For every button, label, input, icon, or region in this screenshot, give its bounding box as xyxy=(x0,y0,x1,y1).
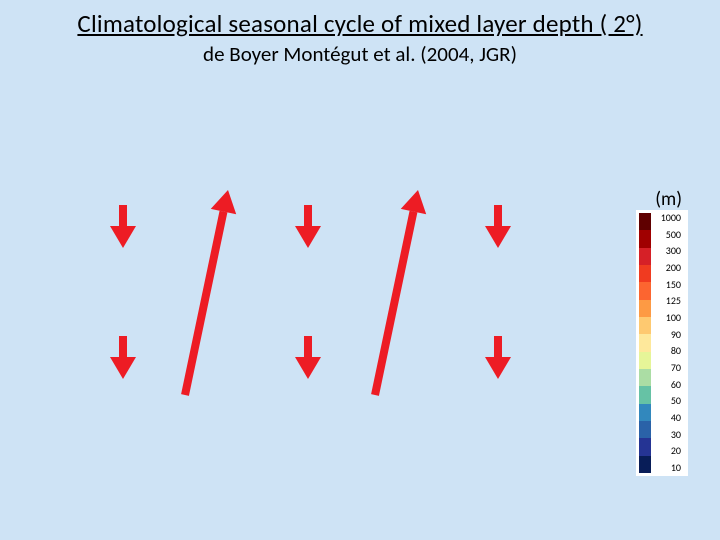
colorbar xyxy=(639,213,651,473)
arrow-diagram xyxy=(0,0,720,540)
colorbar-legend: 1000500300200150125100908070605040302010 xyxy=(636,210,688,476)
colorbar-ticks: 1000500300200150125100908070605040302010 xyxy=(651,213,681,473)
legend-unit: (m) xyxy=(655,188,682,211)
